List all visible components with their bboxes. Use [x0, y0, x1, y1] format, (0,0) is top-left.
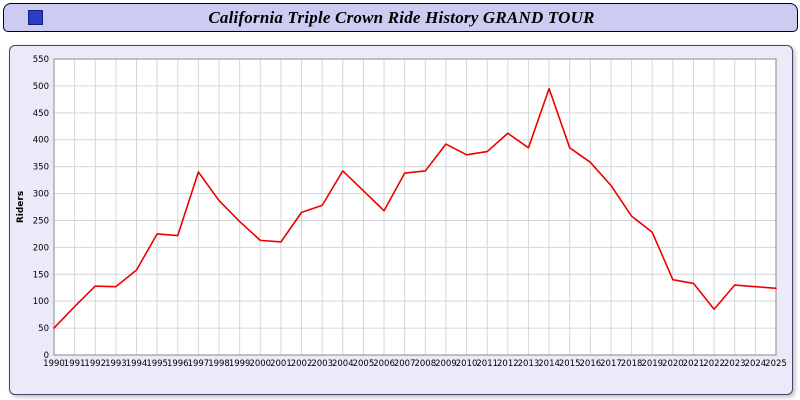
y-tick-label: 450 — [33, 109, 49, 119]
blue-square-icon[interactable] — [28, 10, 43, 25]
x-tick-label: 1999 — [229, 359, 251, 369]
y-tick-label: 350 — [33, 163, 49, 173]
y-tick-label: 100 — [33, 297, 49, 307]
x-tick-label: 1996 — [167, 359, 189, 369]
x-tick-label: 2016 — [580, 359, 602, 369]
x-tick-label: 1991 — [64, 359, 86, 369]
x-tick-label: 1990 — [43, 359, 65, 369]
x-tick-label: 2010 — [456, 359, 478, 369]
x-tick-label: 2007 — [394, 359, 416, 369]
x-tick-label: 1993 — [105, 359, 127, 369]
x-tick-label: 2018 — [621, 359, 643, 369]
x-tick-label: 2023 — [724, 359, 746, 369]
riders-line-chart: 1990199119921993199419951996199719981999… — [16, 55, 787, 369]
x-tick-label: 2003 — [311, 359, 333, 369]
y-tick-label: 0 — [44, 351, 49, 361]
x-tick-label: 2005 — [353, 359, 375, 369]
x-tick-label: 2019 — [641, 359, 663, 369]
x-tick-label: 2013 — [518, 359, 540, 369]
x-tick-label: 2021 — [683, 359, 705, 369]
y-tick-label: 150 — [33, 270, 49, 280]
y-tick-label: 300 — [33, 190, 49, 200]
riders-series-line — [53, 87, 777, 329]
y-tick-label: 200 — [33, 243, 49, 253]
x-tick-label: 2020 — [662, 359, 684, 369]
x-tick-label: 2008 — [414, 359, 436, 369]
x-tick-label: 2015 — [559, 359, 581, 369]
x-tick-label: 1997 — [188, 359, 210, 369]
x-tick-label: 1994 — [126, 359, 148, 369]
y-tick-label: 500 — [33, 82, 49, 92]
chart-panel: 1990 1991 1992 1993 1994 1995 1996 1997 1998 1999… — [9, 45, 793, 395]
x-tick-label: 2004 — [332, 359, 354, 369]
y-tick-label: 250 — [33, 216, 49, 226]
y-tick-label: 400 — [33, 136, 49, 146]
x-tick-label: 2009 — [435, 359, 457, 369]
x-tick-label: 2012 — [497, 359, 519, 369]
y-tick-label: 550 — [33, 55, 49, 65]
page-title: California Triple Crown Ride History GRA… — [208, 7, 595, 27]
window-title-bar: California Triple Crown Ride History GRA… — [3, 3, 798, 32]
plot-area — [54, 59, 776, 355]
x-tick-label: 2000 — [249, 359, 271, 369]
x-tick-label: 2022 — [703, 359, 725, 369]
x-tick-label: 2001 — [270, 359, 292, 369]
x-tick-label: 2006 — [373, 359, 395, 369]
x-tick-label: 1998 — [208, 359, 230, 369]
x-tick-label: 1992 — [84, 359, 106, 369]
plot-frame — [53, 58, 777, 356]
x-tick-label: 1995 — [146, 359, 168, 369]
x-tick-label: 2014 — [538, 359, 560, 369]
y-axis-title: Riders — [16, 191, 26, 223]
x-tick-label: 2011 — [476, 359, 498, 369]
x-tick-label: 2025 — [765, 359, 787, 369]
x-tick-label: 2002 — [291, 359, 313, 369]
x-tick-label: 2017 — [600, 359, 622, 369]
x-tick-label: 2024 — [745, 359, 767, 369]
y-tick-label: 50 — [38, 324, 49, 334]
